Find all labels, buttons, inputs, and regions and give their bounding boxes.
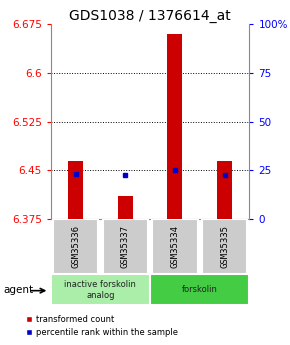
Legend: transformed count, percentile rank within the sample: transformed count, percentile rank withi…	[26, 315, 178, 337]
Bar	[150, 274, 249, 305]
Text: GSM35335: GSM35335	[220, 225, 229, 268]
Bar	[68, 160, 83, 219]
Bar	[217, 160, 232, 219]
Text: inactive forskolin
analog: inactive forskolin analog	[64, 280, 136, 299]
Bar	[103, 219, 148, 274]
Text: GSM35334: GSM35334	[171, 225, 180, 268]
Bar	[202, 219, 247, 274]
Title: GDS1038 / 1376614_at: GDS1038 / 1376614_at	[69, 9, 231, 23]
Bar	[51, 274, 150, 305]
Bar	[53, 219, 98, 274]
Bar	[167, 34, 182, 219]
Bar	[152, 219, 197, 274]
Text: forskolin: forskolin	[182, 285, 218, 294]
Text: GSM35337: GSM35337	[121, 225, 130, 268]
Text: GSM35336: GSM35336	[71, 225, 80, 268]
Text: agent: agent	[3, 286, 33, 295]
Bar	[118, 196, 133, 219]
